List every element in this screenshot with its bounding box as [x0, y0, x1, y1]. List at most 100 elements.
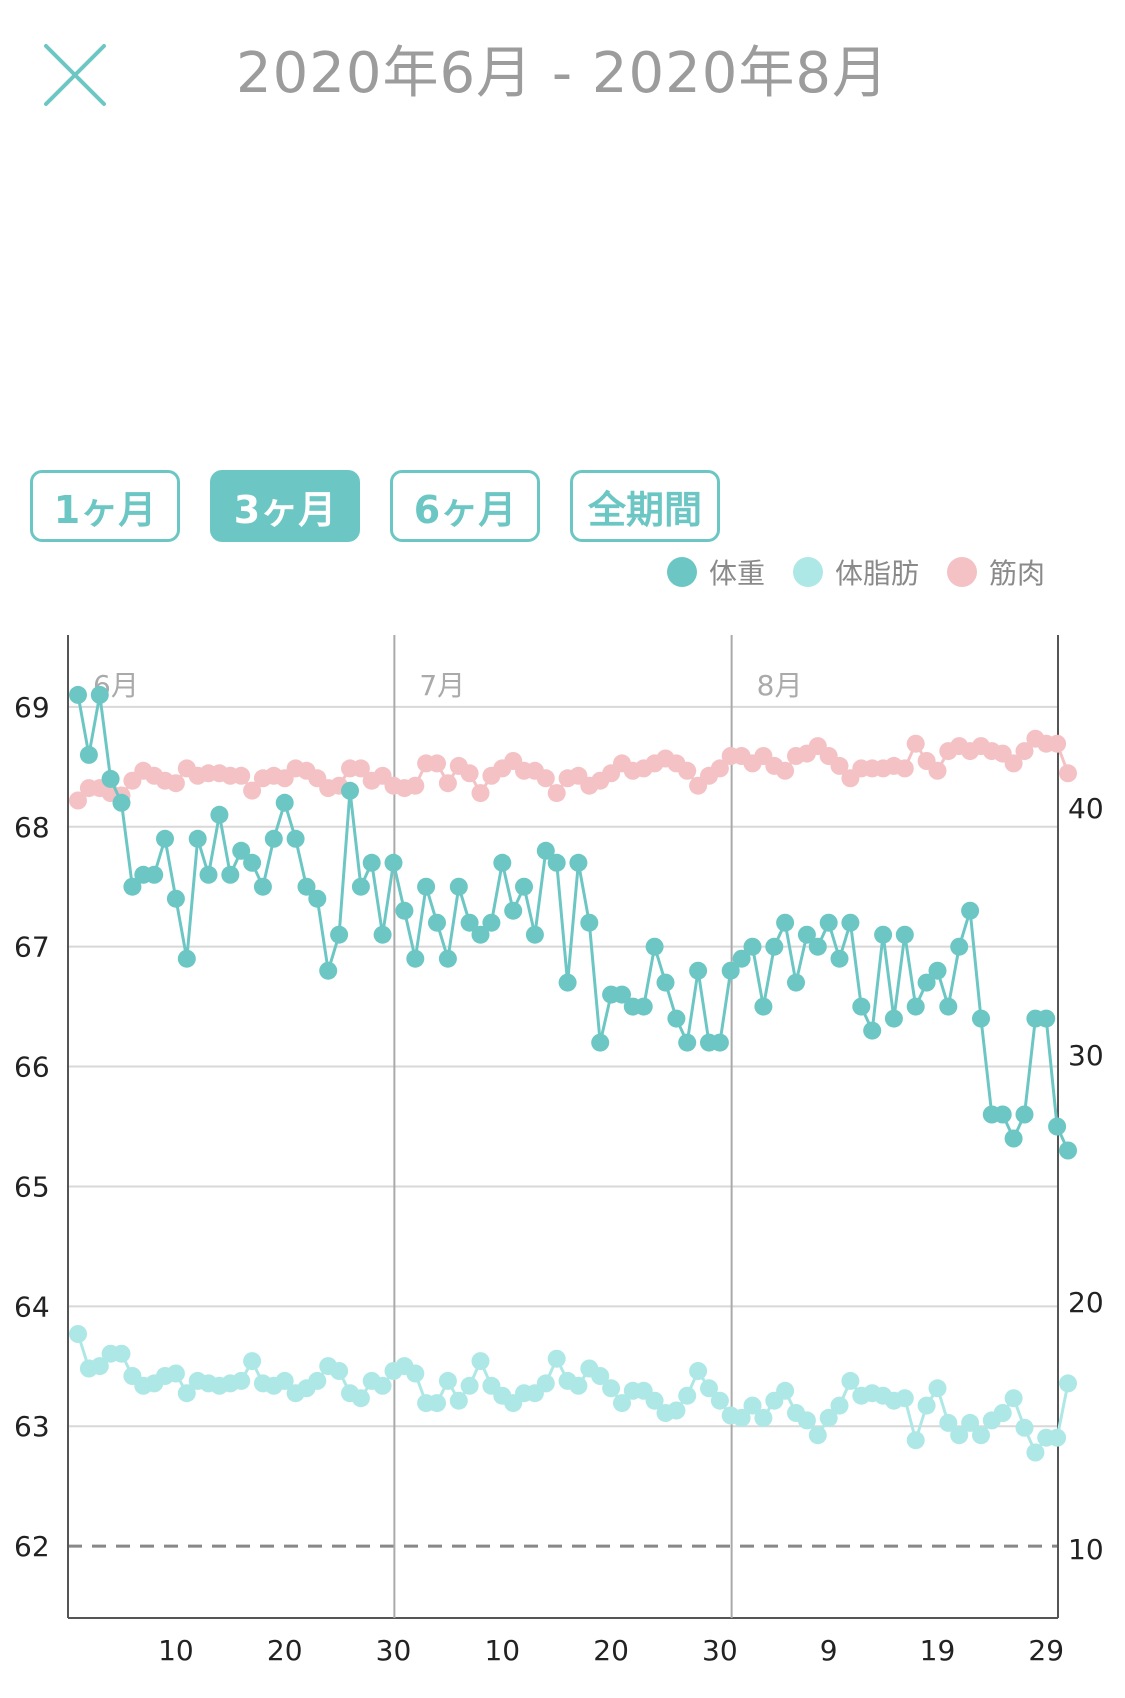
data-point [678, 1033, 697, 1052]
data-point [689, 1362, 708, 1380]
data-point [210, 805, 229, 824]
tab-3-months[interactable]: 3ヶ月 [210, 470, 360, 542]
data-point [613, 1394, 631, 1413]
tab-label: 全期間 [587, 487, 702, 532]
data-point [428, 913, 446, 932]
data-point [602, 1379, 621, 1398]
data-point [275, 793, 294, 812]
series-0 [69, 685, 1077, 1160]
data-point [275, 1371, 294, 1390]
data-point [906, 1431, 925, 1450]
close-button[interactable] [40, 40, 110, 110]
data-point [177, 949, 196, 968]
legend-item-weight: 体重 [666, 552, 765, 592]
data-point [884, 1009, 903, 1028]
data-point [765, 937, 784, 956]
data-point [145, 865, 164, 884]
data-point [678, 1386, 697, 1405]
data-point [428, 1394, 446, 1413]
data-point [1048, 1117, 1067, 1136]
data-point [754, 997, 773, 1016]
legend-label: 体脂肪 [834, 557, 919, 590]
data-point [351, 759, 370, 778]
legend-dot [946, 557, 977, 587]
data-point [428, 754, 446, 773]
data-point [906, 997, 925, 1016]
data-point [438, 949, 457, 968]
data-point [710, 1391, 729, 1410]
data-point [471, 925, 490, 944]
data-point [993, 1404, 1012, 1422]
x-tick-label: 30 [376, 1634, 412, 1667]
data-point [156, 829, 174, 848]
data-point [384, 853, 403, 872]
data-point [874, 925, 893, 944]
y-left-tick-label: 65 [14, 1170, 50, 1203]
data-point [297, 877, 316, 896]
data-point [972, 1426, 990, 1445]
data-point [351, 1389, 370, 1408]
legend-item-muscle: 筋肉 [946, 552, 1045, 592]
data-point [525, 925, 544, 944]
data-point [504, 901, 523, 920]
y-right-tick-label: 30 [1068, 1039, 1104, 1072]
x-tick-label: 20 [593, 1634, 629, 1667]
data-point [438, 774, 457, 793]
data-point [449, 877, 468, 896]
data-point [460, 764, 479, 783]
tab-label: 3ヶ月 [233, 487, 337, 532]
y-left-tick-label: 64 [14, 1290, 50, 1323]
data-point [449, 1391, 468, 1410]
x-tick-label: 10 [484, 1634, 520, 1667]
tab-1-month[interactable]: 1ヶ月 [30, 470, 180, 542]
data-point [656, 973, 675, 992]
data-point [1037, 1009, 1056, 1028]
page-title: 2020年6月 - 2020年8月 [235, 41, 890, 106]
data-point [90, 1357, 109, 1376]
data-point [264, 829, 283, 848]
data-point [166, 1364, 185, 1383]
data-point [939, 997, 958, 1016]
data-point [308, 1371, 327, 1390]
data-point [406, 949, 425, 968]
data-point [1048, 1428, 1067, 1447]
data-point [1004, 1389, 1023, 1408]
data-point [1004, 1129, 1023, 1148]
data-point [613, 985, 631, 1004]
data-point [417, 877, 436, 896]
data-point [645, 1391, 664, 1410]
data-point [591, 1367, 610, 1385]
data-point [406, 776, 425, 795]
month-label: 8月 [757, 669, 803, 702]
x-tick-label: 9 [820, 1634, 838, 1667]
data-point [471, 784, 490, 803]
data-point [950, 1426, 969, 1445]
series-1 [69, 1325, 1077, 1462]
data-point [1026, 1443, 1045, 1462]
tab-6-months[interactable]: 6ヶ月 [390, 470, 540, 542]
data-point [232, 1371, 251, 1390]
data-point [69, 685, 87, 704]
data-point [667, 1009, 686, 1028]
data-point [351, 877, 370, 896]
data-point [199, 865, 218, 884]
data-point [243, 1352, 262, 1371]
data-point [961, 1413, 980, 1432]
data-point [166, 774, 185, 793]
tab-all-period[interactable]: 全期間 [570, 470, 720, 542]
data-point [330, 1362, 349, 1380]
data-point [221, 865, 240, 884]
data-point [1059, 764, 1077, 783]
legend-dot [666, 557, 697, 587]
data-point [482, 913, 501, 932]
data-point [939, 1413, 958, 1432]
data-point [678, 761, 697, 780]
data-point [90, 685, 109, 704]
data-point [330, 925, 349, 944]
data-point [515, 877, 533, 896]
data-point [776, 913, 795, 932]
data-point [373, 1376, 392, 1395]
data-point [558, 973, 577, 992]
data-point [928, 761, 947, 780]
